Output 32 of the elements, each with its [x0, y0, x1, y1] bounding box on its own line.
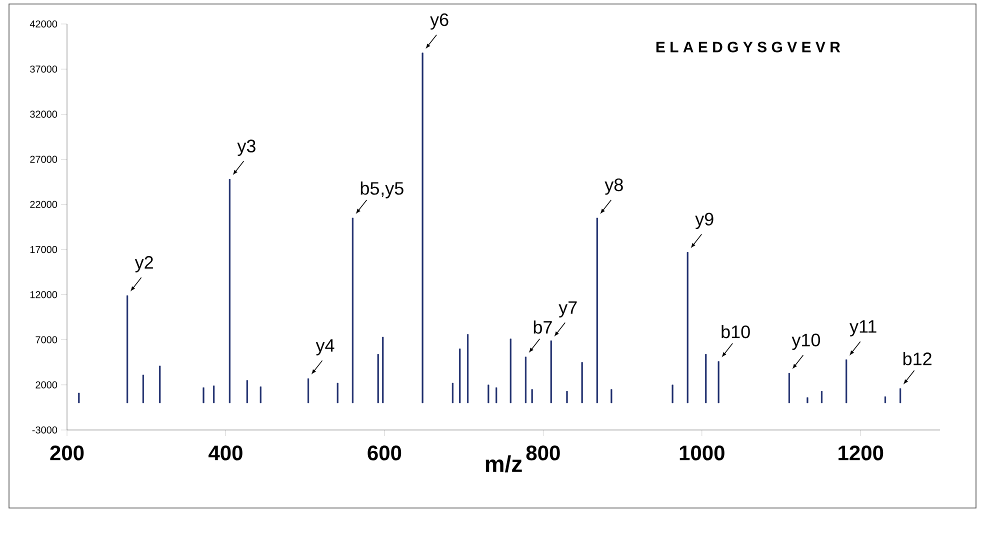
x-tick-label: 600 [368, 446, 402, 460]
y-tick-label: 17000 [30, 246, 58, 254]
x-tick-label: 1200 [838, 446, 884, 460]
x-tick-label: 400 [208, 446, 242, 460]
annotation: y8 [604, 178, 623, 195]
y-tick-label: 12000 [30, 291, 58, 298]
annotation: ,y5 [382, 182, 404, 198]
x-tick-label: 800 [526, 446, 560, 460]
text: E L A E D G Y S G V E V R [656, 42, 840, 52]
annotation: b10 [722, 324, 750, 338]
annotation: b7 [534, 320, 552, 334]
y-tick-label: -3000 [32, 426, 58, 434]
x-tick-label: 200 [50, 446, 84, 460]
y-tick-label: 37000 [30, 66, 58, 73]
y-tick-label: 27000 [30, 156, 58, 163]
annotation: y3 [237, 140, 256, 156]
annotation: y7 [558, 301, 577, 318]
y-tick-label: 32000 [30, 110, 58, 118]
annotation: y10 [792, 334, 820, 350]
x-axis-title: m/z [486, 455, 522, 472]
annotation: b12 [903, 352, 932, 366]
x-tick-label: 1000 [680, 446, 724, 460]
annotation: y6 [430, 13, 448, 30]
annotation: b5 [360, 182, 379, 195]
annotation: y9 [695, 212, 714, 230]
y-tick-label: 42000 [30, 20, 58, 28]
y-tick-label: 2000 [36, 381, 58, 388]
annotation: y2 [134, 256, 153, 272]
annotation: y4 [316, 339, 334, 356]
y-tick-label: 7000 [36, 336, 58, 344]
annotation: y11 [850, 320, 876, 336]
y-tick-label: 22000 [30, 200, 58, 208]
